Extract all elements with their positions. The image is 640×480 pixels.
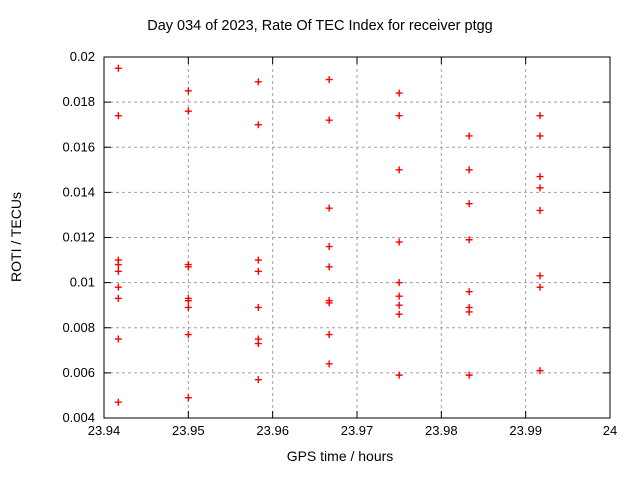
data-point-marker bbox=[254, 121, 262, 129]
data-point-marker bbox=[325, 116, 333, 124]
data-point-marker bbox=[536, 206, 544, 214]
data-point-marker bbox=[536, 112, 544, 120]
data-point-marker bbox=[325, 204, 333, 212]
data-point-marker bbox=[395, 166, 403, 174]
data-point-marker bbox=[536, 132, 544, 140]
data-point-marker bbox=[395, 238, 403, 246]
data-point-marker bbox=[395, 301, 403, 309]
data-point-marker bbox=[325, 299, 333, 307]
data-point-marker bbox=[184, 331, 192, 339]
data-point-marker bbox=[325, 76, 333, 84]
y-tick-label: 0.018 bbox=[62, 94, 95, 109]
data-point-marker bbox=[325, 243, 333, 251]
data-point-marker bbox=[184, 87, 192, 95]
data-point-marker bbox=[184, 297, 192, 305]
y-tick-label: 0.01 bbox=[70, 275, 95, 290]
data-point-marker bbox=[184, 394, 192, 402]
data-point-marker bbox=[254, 256, 262, 264]
data-point-marker bbox=[254, 376, 262, 384]
x-tick-label: 24 bbox=[603, 423, 617, 438]
data-point-marker bbox=[465, 132, 473, 140]
x-tick-label: 23.96 bbox=[256, 423, 289, 438]
y-tick-label: 0.014 bbox=[62, 184, 95, 199]
y-tick-label: 0.006 bbox=[62, 365, 95, 380]
data-point-marker bbox=[114, 398, 122, 406]
data-point-marker bbox=[465, 308, 473, 316]
data-point-marker bbox=[325, 263, 333, 271]
data-point-marker bbox=[254, 303, 262, 311]
data-point-marker bbox=[114, 64, 122, 72]
data-point-marker bbox=[114, 267, 122, 275]
data-point-marker bbox=[465, 200, 473, 208]
data-point-marker bbox=[536, 367, 544, 375]
x-tick-label: 23.99 bbox=[509, 423, 542, 438]
data-point-marker bbox=[536, 272, 544, 280]
data-point-marker bbox=[395, 292, 403, 300]
data-point-marker bbox=[395, 310, 403, 318]
x-tick-label: 23.95 bbox=[172, 423, 205, 438]
data-point-marker bbox=[184, 303, 192, 311]
data-point-marker bbox=[254, 267, 262, 275]
y-tick-label: 0.008 bbox=[62, 320, 95, 335]
data-point-marker bbox=[325, 360, 333, 368]
data-point-marker bbox=[465, 288, 473, 296]
y-tick-label: 0.012 bbox=[62, 230, 95, 245]
data-point-marker bbox=[325, 331, 333, 339]
data-point-marker bbox=[254, 78, 262, 86]
y-tick-label: 0.004 bbox=[62, 410, 95, 425]
data-point-marker bbox=[536, 184, 544, 192]
data-point-marker bbox=[184, 263, 192, 271]
y-tick-label: 0.016 bbox=[62, 139, 95, 154]
data-point-marker bbox=[395, 371, 403, 379]
x-tick-label: 23.94 bbox=[88, 423, 121, 438]
x-tick-label: 23.97 bbox=[341, 423, 374, 438]
data-point-marker bbox=[114, 112, 122, 120]
data-point-marker bbox=[114, 261, 122, 269]
data-point-marker bbox=[114, 283, 122, 291]
data-point-marker bbox=[114, 294, 122, 302]
data-point-marker bbox=[395, 279, 403, 287]
data-point-marker bbox=[465, 236, 473, 244]
data-point-marker bbox=[536, 283, 544, 291]
data-point-marker bbox=[536, 173, 544, 181]
data-point-marker bbox=[465, 371, 473, 379]
data-point-marker bbox=[465, 166, 473, 174]
data-point-marker bbox=[395, 89, 403, 97]
data-point-marker bbox=[114, 335, 122, 343]
chart-title: Day 034 of 2023, Rate Of TEC Index for r… bbox=[147, 18, 493, 34]
y-tick-label: 0.02 bbox=[70, 49, 95, 64]
data-point-marker bbox=[395, 112, 403, 120]
data-point-marker bbox=[184, 107, 192, 115]
data-point-marker bbox=[254, 340, 262, 348]
x-tick-label: 23.98 bbox=[425, 423, 458, 438]
x-axis-label: GPS time / hours bbox=[286, 448, 394, 464]
